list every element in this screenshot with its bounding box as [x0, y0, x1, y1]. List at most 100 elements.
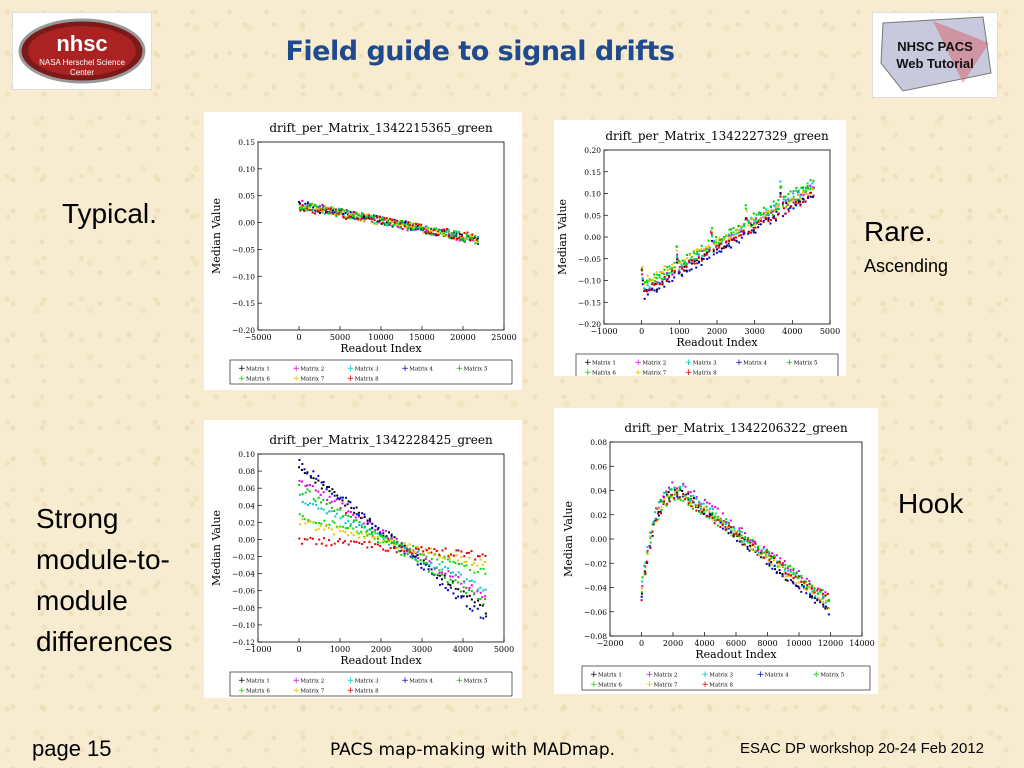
- data-point: [730, 534, 733, 537]
- data-point: [330, 492, 333, 495]
- data-point: [812, 194, 815, 197]
- data-point: [358, 515, 361, 518]
- legend-label: Matrix 8: [355, 689, 379, 695]
- data-point: [304, 502, 307, 505]
- data-point: [758, 211, 761, 214]
- data-point: [422, 559, 425, 562]
- data-point: [747, 220, 750, 223]
- data-point: [323, 537, 326, 540]
- data-point: [381, 219, 384, 222]
- data-point: [452, 571, 455, 574]
- data-point: [765, 213, 768, 216]
- data-point: [777, 204, 780, 207]
- x-tick-label: 14000: [849, 639, 874, 648]
- data-point: [370, 218, 373, 221]
- footer-center: PACS map-making with MADmap.: [330, 740, 616, 760]
- data-point: [458, 239, 461, 242]
- data-point: [416, 553, 419, 556]
- data-point: [809, 595, 812, 598]
- data-point: [701, 511, 704, 514]
- data-point: [700, 502, 703, 505]
- data-point: [332, 207, 335, 210]
- data-point: [675, 487, 678, 490]
- data-point: [324, 205, 327, 208]
- data-point: [330, 510, 333, 513]
- data-point: [713, 239, 716, 242]
- svg-text:nhsc: nhsc: [56, 31, 107, 56]
- data-point: [327, 485, 330, 488]
- data-point: [408, 549, 411, 552]
- data-point: [688, 269, 691, 272]
- data-point: [813, 596, 816, 599]
- data-point: [687, 492, 690, 495]
- data-point: [422, 553, 425, 556]
- data-point: [824, 601, 827, 604]
- data-point: [432, 554, 435, 557]
- data-point: [298, 493, 301, 496]
- data-points: [640, 179, 815, 300]
- data-point: [658, 276, 661, 279]
- data-point: [641, 580, 644, 583]
- data-point: [811, 596, 814, 599]
- data-point: [767, 220, 770, 223]
- data-point: [725, 518, 728, 521]
- data-point: [389, 221, 392, 224]
- data-point: [330, 544, 333, 547]
- data-point: [730, 531, 733, 534]
- data-point: [337, 540, 340, 543]
- data-point: [676, 261, 679, 264]
- data-point: [702, 257, 705, 260]
- data-point: [309, 203, 312, 206]
- data-point: [381, 217, 384, 220]
- data-point: [697, 256, 700, 259]
- data-point: [473, 571, 476, 574]
- data-point: [759, 212, 762, 215]
- data-point: [646, 290, 649, 293]
- data-point: [416, 225, 419, 228]
- x-tick-label: 4000: [694, 639, 714, 648]
- data-point: [782, 206, 785, 209]
- data-point: [655, 290, 658, 293]
- data-point: [360, 532, 363, 535]
- data-point: [765, 208, 768, 211]
- data-point: [320, 481, 323, 484]
- data-point: [762, 206, 765, 209]
- data-point: [403, 544, 406, 547]
- data-point: [479, 558, 482, 561]
- data-point: [371, 522, 374, 525]
- data-point: [706, 501, 709, 504]
- data-point: [732, 526, 735, 529]
- data-point: [427, 227, 430, 230]
- data-point: [806, 192, 809, 195]
- data-point: [482, 589, 485, 592]
- data-point: [668, 280, 671, 283]
- data-point: [481, 596, 484, 599]
- data-point: [399, 224, 402, 227]
- data-point: [482, 617, 485, 620]
- data-point: [403, 550, 406, 553]
- data-point: [459, 590, 462, 593]
- x-tick-label: 5000: [494, 645, 514, 654]
- data-point: [690, 259, 693, 262]
- y-tick-label: 0.08: [238, 467, 255, 476]
- data-point: [792, 207, 795, 210]
- data-point: [649, 536, 652, 539]
- data-point: [378, 215, 381, 218]
- data-point: [692, 494, 695, 497]
- data-point: [321, 203, 324, 206]
- data-point: [776, 564, 779, 567]
- data-point: [373, 214, 376, 217]
- data-point: [430, 551, 433, 554]
- data-point: [656, 507, 659, 510]
- data-point: [389, 539, 392, 542]
- data-point: [797, 191, 800, 194]
- data-point: [455, 549, 458, 552]
- data-point: [680, 262, 683, 265]
- data-point: [676, 493, 679, 496]
- series-2: [641, 481, 831, 602]
- data-point: [683, 265, 686, 268]
- data-point: [460, 233, 463, 236]
- data-point: [770, 205, 773, 208]
- data-point: [735, 240, 738, 243]
- data-point: [813, 587, 816, 590]
